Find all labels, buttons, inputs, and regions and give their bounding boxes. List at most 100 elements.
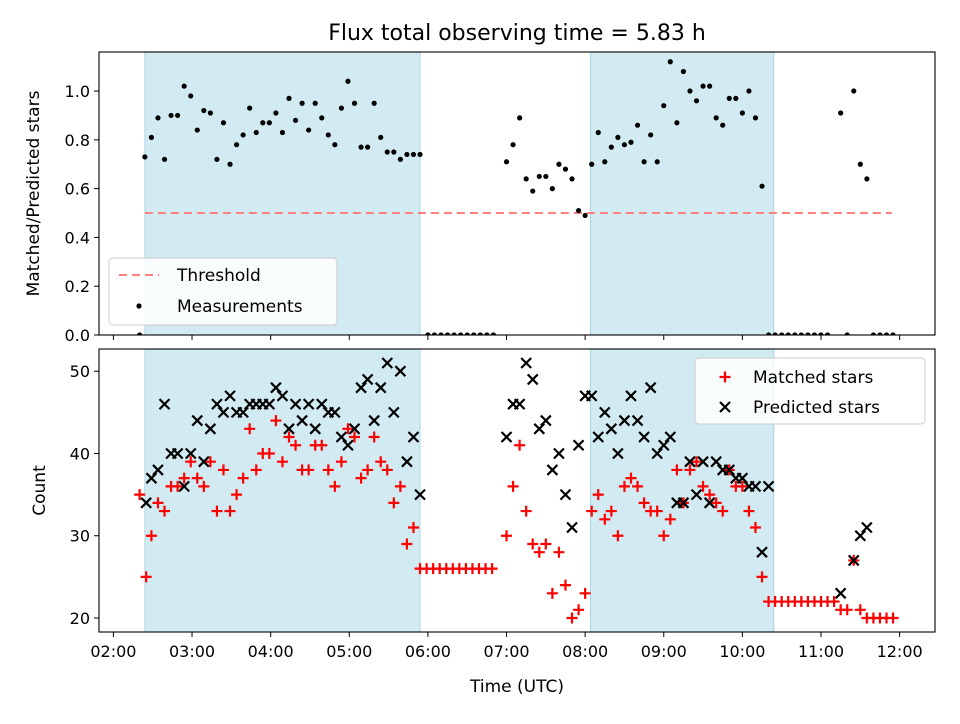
data-point: [680, 68, 687, 75]
data-point: [349, 431, 361, 443]
data-point: [664, 513, 676, 525]
data-point: [358, 144, 364, 150]
data-point: [171, 447, 184, 460]
data-point: [161, 156, 168, 162]
data-point: [638, 497, 650, 509]
data-point: [546, 587, 558, 599]
data-point: [134, 489, 146, 501]
data-point: [526, 373, 539, 386]
data-point: [388, 497, 400, 509]
bottom-plot-area: [134, 357, 899, 624]
data-point: [237, 406, 249, 419]
bottom-y-axis-label: Count: [30, 465, 50, 516]
data-point: [286, 95, 292, 101]
data-point: [312, 100, 318, 106]
data-point: [566, 521, 578, 534]
data-point: [824, 332, 831, 335]
data-point: [507, 480, 519, 492]
data-point: [207, 110, 213, 116]
data-point: [847, 554, 860, 567]
data-point: [401, 455, 413, 468]
data-point: [410, 151, 417, 158]
data-point: [785, 332, 791, 335]
data-point: [290, 439, 302, 451]
data-point: [602, 159, 608, 165]
data-point: [657, 439, 670, 452]
data-point: [407, 431, 420, 443]
legend-predicted-stars-swatch: [719, 401, 731, 413]
data-point: [605, 505, 617, 517]
data-point: [854, 529, 867, 542]
data-point: [634, 122, 641, 128]
data-point: [292, 117, 299, 123]
data-point: [648, 132, 654, 138]
data-point: [828, 596, 840, 608]
x-tick-label: 08:00: [562, 642, 608, 661]
data-point: [566, 612, 578, 624]
data-point: [362, 464, 374, 476]
data-point: [140, 571, 152, 583]
data-point: [573, 604, 585, 616]
data-point: [608, 144, 614, 150]
data-point: [870, 332, 877, 335]
data-point: [553, 447, 565, 460]
data-point: [247, 105, 253, 111]
data-point: [391, 149, 397, 155]
data-point: [690, 488, 703, 501]
shaded-interval-2: [589, 51, 775, 336]
data-point: [697, 480, 709, 492]
data-point: [811, 332, 818, 335]
series-predicted-stars: [140, 357, 873, 600]
data-point: [214, 156, 220, 162]
data-point: [890, 332, 896, 335]
data-point: [700, 83, 706, 89]
data-point: [224, 505, 236, 517]
data-point: [283, 423, 295, 435]
top-axes-frame: [98, 51, 936, 336]
data-point: [543, 173, 549, 180]
data-point: [355, 381, 367, 394]
data-point: [707, 83, 713, 89]
data-point: [733, 95, 739, 101]
data-point: [444, 332, 451, 335]
data-point: [523, 176, 529, 182]
data-point: [168, 112, 174, 119]
data-point: [818, 332, 824, 335]
data-point: [536, 173, 542, 180]
data-point: [335, 456, 347, 468]
data-point: [533, 423, 546, 435]
data-point: [289, 398, 302, 410]
data-point: [713, 115, 719, 121]
data-point: [283, 431, 295, 443]
data-point: [530, 188, 536, 194]
data-point: [864, 176, 870, 182]
data-point: [684, 464, 696, 476]
data-point: [270, 381, 282, 394]
data-point: [394, 480, 406, 492]
data-point: [798, 332, 804, 335]
data-point: [743, 505, 755, 517]
top-y-axis-label: Matched/Predicted stars: [24, 90, 44, 296]
data-point: [296, 414, 308, 427]
data-point: [674, 120, 680, 126]
legend-threshold-label: Threshold: [176, 266, 261, 286]
data-point: [559, 488, 572, 501]
data-point: [233, 142, 240, 148]
data-point: [562, 166, 569, 172]
data-point: [148, 134, 155, 140]
data-point: [586, 505, 598, 517]
data-point: [335, 431, 348, 443]
data-point: [618, 480, 630, 492]
data-point: [805, 332, 811, 335]
data-point: [266, 120, 272, 126]
legend-predicted-stars-label: Predicted stars: [753, 398, 880, 418]
data-point: [451, 332, 457, 335]
data-point: [762, 480, 775, 493]
data-point: [520, 505, 532, 517]
data-point: [191, 472, 203, 484]
data-point: [736, 480, 748, 492]
data-point: [618, 414, 631, 427]
data-point: [857, 161, 863, 167]
data-point: [559, 579, 571, 591]
data-point: [368, 431, 380, 443]
